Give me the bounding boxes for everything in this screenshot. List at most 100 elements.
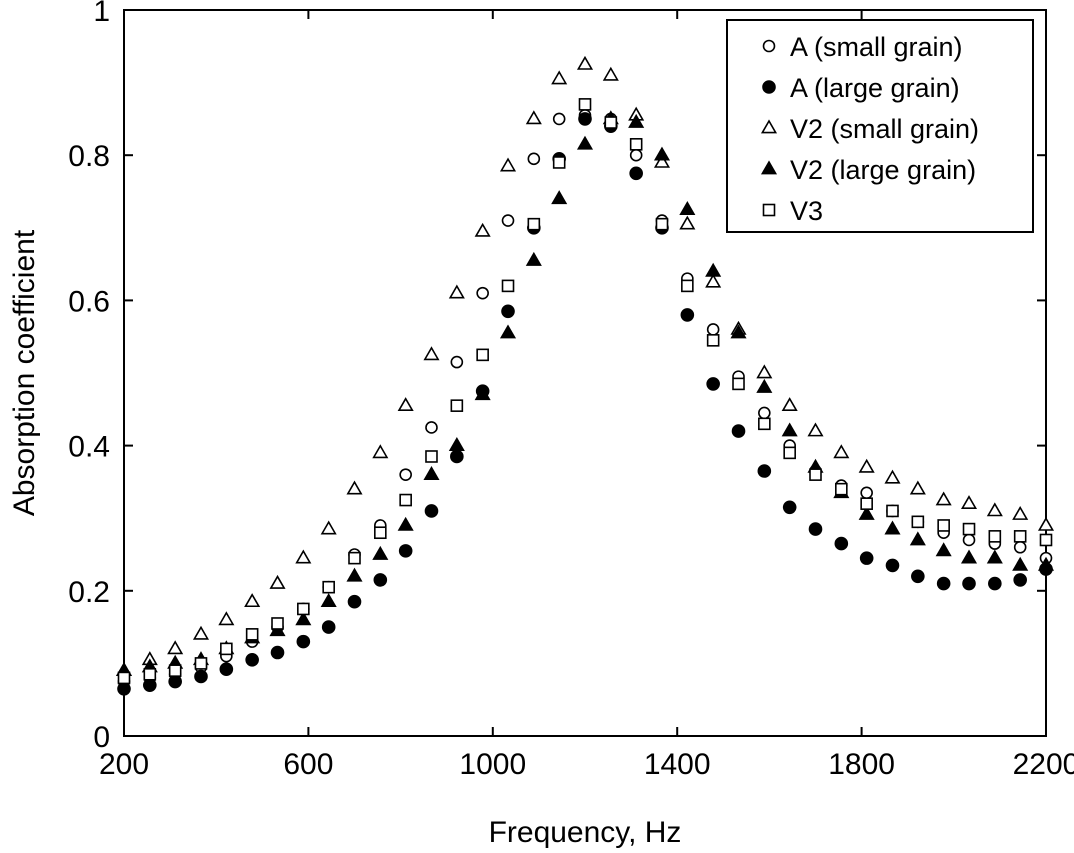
data-point: [629, 138, 643, 151]
data-point: [936, 576, 951, 591]
data-point: [935, 542, 952, 557]
data-point: [578, 98, 592, 111]
data-point: [1037, 516, 1055, 531]
data-point: [245, 628, 259, 641]
data-point: [450, 399, 464, 412]
data-point: [295, 549, 312, 564]
data-point: [705, 273, 722, 288]
data-point: [653, 146, 671, 161]
data-point: [346, 480, 363, 495]
data-point: [578, 112, 592, 126]
data-point: [194, 669, 208, 684]
data-point: [143, 678, 157, 692]
data-point: [884, 520, 901, 535]
legend-marker: [762, 39, 776, 53]
data-point: [679, 215, 696, 230]
x-tick-label: 600: [283, 748, 333, 781]
data-point: [756, 378, 773, 393]
data-point: [860, 497, 873, 510]
data-point: [245, 652, 259, 667]
data-point: [781, 397, 798, 412]
data-point: [960, 495, 978, 510]
data-point: [474, 386, 491, 401]
legend-label: V2 (small grain): [790, 114, 979, 144]
data-point: [858, 458, 875, 473]
y-tick-label: 0: [93, 721, 110, 754]
data-point: [960, 549, 978, 564]
data-point: [988, 530, 1002, 543]
y-tick-label: 0.8: [68, 140, 110, 173]
data-point: [1012, 556, 1029, 571]
data-point: [551, 190, 568, 205]
data-point: [372, 545, 389, 560]
data-point: [809, 468, 822, 481]
data-point: [781, 422, 798, 437]
data-point: [322, 580, 335, 594]
series-layer: [115, 55, 1055, 696]
data-point: [397, 516, 414, 531]
legend-label: A (small grain): [790, 32, 963, 62]
data-point: [348, 551, 361, 565]
data-point: [576, 55, 594, 70]
legend-label: V2 (large grain): [790, 155, 976, 185]
data-point: [681, 279, 694, 293]
data-point: [758, 406, 771, 420]
data-point: [629, 166, 643, 181]
data-point: [474, 222, 491, 237]
legend-item: V2 (small grain): [760, 114, 979, 144]
data-point: [808, 522, 823, 536]
x-tick-label: 1400: [644, 748, 711, 781]
data-point: [629, 148, 643, 162]
data-point: [219, 662, 234, 677]
data-point: [218, 611, 235, 626]
data-point: [680, 308, 695, 322]
data-point: [346, 567, 363, 582]
data-point: [1013, 540, 1027, 554]
data-point: [374, 526, 387, 540]
data-point: [886, 504, 899, 518]
data-point: [372, 444, 389, 459]
data-point: [320, 593, 337, 608]
data-point: [962, 522, 976, 536]
x-tick-label: 200: [99, 748, 149, 781]
data-point: [269, 574, 286, 589]
legend-item: V2 (large grain): [760, 155, 976, 185]
data-point: [295, 611, 312, 626]
data-point: [1012, 505, 1029, 520]
data-point: [321, 620, 336, 634]
data-point: [499, 157, 517, 172]
data-point: [448, 284, 465, 299]
data-point: [782, 500, 797, 515]
data-point: [705, 262, 722, 277]
x-axis-title: Frequency, Hz: [489, 816, 682, 849]
data-point: [732, 377, 745, 391]
y-axis: 0 0.2 0.4 0.6 0.8 1: [68, 0, 1046, 754]
data-point: [783, 446, 796, 460]
data-point: [730, 324, 747, 339]
legend-marker: [760, 160, 778, 175]
data-point: [962, 576, 976, 591]
data-point: [425, 421, 438, 434]
data-point: [1039, 533, 1053, 547]
data-point: [296, 634, 311, 649]
y-tick-label: 0.2: [68, 576, 110, 609]
data-point: [655, 217, 669, 231]
data-point: [501, 214, 515, 227]
data-point: [450, 355, 464, 369]
data-point: [423, 346, 440, 361]
data-point: [833, 444, 850, 459]
data-point: [399, 493, 412, 507]
y-axis-title: Absorption coefficient: [8, 229, 41, 516]
data-point: [425, 450, 438, 463]
data-point: [756, 364, 773, 379]
data-point: [911, 515, 925, 529]
data-point: [911, 569, 925, 584]
data-point: [859, 551, 874, 565]
legend-marker: [760, 119, 778, 134]
legend-label: A (large grain): [790, 73, 960, 103]
data-point: [986, 502, 1003, 517]
data-point: [244, 593, 261, 608]
data-point: [194, 657, 208, 670]
data-point: [143, 667, 157, 681]
data-point: [501, 279, 515, 293]
